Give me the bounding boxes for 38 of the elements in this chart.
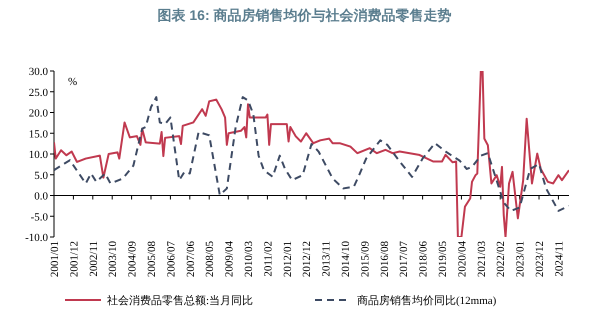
y-tick-label: 25.0 [28,86,48,99]
x-tick-label: 2012/12 [301,241,314,278]
x-tick-label: 2002/11 [88,241,100,277]
x-tick-label: 2023/12 [534,241,546,278]
y-tick-label: 30.0 [28,66,48,78]
x-tick-label: 2019/05 [437,240,450,278]
y-tick-label: 5.0 [34,170,48,182]
x-tick-label: 2023/01 [514,241,527,278]
x-tick-label: 2004/09 [126,240,139,278]
y-tick-label: -5.0 [30,211,48,224]
x-tick-label: 2001/01 [49,241,61,278]
y-tick-label: 0.0 [34,190,48,202]
x-tick-label: 2001/12 [68,241,80,278]
y-tick-label: 10.0 [28,149,48,161]
x-tick-label: 2017/07 [398,240,410,278]
x-tick-label: 2013/11 [320,241,333,277]
x-tick-label: 2016/08 [378,240,391,278]
y-tick-label: -10.0 [25,232,48,244]
x-tick-label: 2015/09 [359,240,372,278]
y-tick-label: 15.0 [28,128,48,140]
x-tick-label: 2006/07 [165,240,178,278]
x-tick-label: 2009/04 [224,240,236,278]
title: 图表 16: 商品房销售均价与社会消费品零售走势 [158,7,452,23]
x-tick-label: 2008/05 [204,240,216,278]
x-tick-label: 2014/10 [340,240,352,278]
x-tick-label: 2010/03 [243,240,256,278]
x-tick-label: 2007/06 [184,240,197,278]
x-tick-label: 2012/01 [282,241,294,278]
x-tick-label: 2020/04 [456,240,468,278]
x-tick-label: 2018/06 [418,240,430,278]
x-tick-label: 2011/02 [262,241,274,277]
x-tick-label: 2021/03 [476,240,488,278]
x-tick-label: 2005/08 [146,240,158,278]
x-tick-label: 2003/10 [107,240,120,278]
x-tick-label: 2022/02 [495,241,508,278]
y-tick-label: 20.0 [28,108,48,120]
x-tick-label: 2024/11 [553,241,566,277]
ylabel: % [68,76,78,88]
